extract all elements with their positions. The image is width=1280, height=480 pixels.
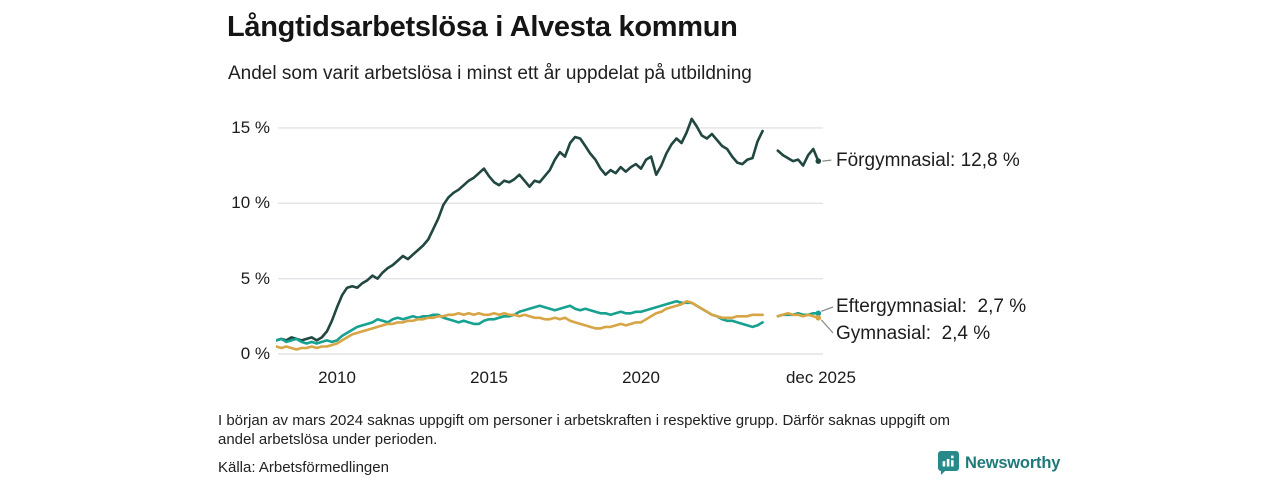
series-end-dot-forgymnasial bbox=[815, 158, 822, 164]
footnote: I början av mars 2024 saknas uppgift om … bbox=[218, 411, 1068, 449]
label-leader-line bbox=[820, 319, 834, 334]
footnote-line2: andel arbetslösa under perioden. bbox=[218, 431, 438, 448]
source-line: Källa: Arbetsförmedlingen bbox=[218, 459, 389, 476]
page-subtitle: Andel som varit arbetslösa i minst ett å… bbox=[228, 63, 752, 84]
series-line-gymnasial bbox=[776, 312, 820, 320]
label-leader-line bbox=[822, 159, 832, 162]
series-line-forgymnasial bbox=[776, 147, 820, 167]
newsworthy-logo-icon bbox=[938, 451, 959, 475]
x-tick-label: 2020 bbox=[622, 368, 660, 387]
y-tick-label: 10 % bbox=[231, 193, 270, 213]
series-line-gymnasial bbox=[276, 300, 764, 351]
newsworthy-logo-text: Newsworthy bbox=[965, 453, 1061, 472]
page-title: Långtidsarbetslösa i Alvesta kommun bbox=[227, 11, 738, 43]
series-end-dot-eftergymnasial bbox=[815, 310, 822, 317]
label-leader-line bbox=[821, 306, 834, 312]
x-tick-label: 2010 bbox=[318, 368, 356, 387]
series-end-label-eftergymnasial: Eftergymnasial: 2,7 % bbox=[836, 296, 1027, 317]
line-chart bbox=[276, 117, 834, 355]
footnote-line1: I början av mars 2024 saknas uppgift om … bbox=[218, 412, 951, 429]
y-tick-label: 5 % bbox=[240, 268, 270, 288]
series-line-forgymnasial bbox=[276, 117, 764, 342]
x-tick-label: 2015 bbox=[470, 368, 508, 387]
series-end-label-forgymnasial: Förgymnasial: 12,8 % bbox=[836, 150, 1020, 171]
y-tick-label: 15 % bbox=[231, 117, 270, 137]
newsworthy-logo: Newsworthy bbox=[938, 451, 1064, 475]
y-tick-label: 0 % bbox=[240, 344, 270, 363]
series-end-label-gymnasial: Gymnasial: 2,4 % bbox=[836, 323, 991, 344]
series-end-dot-gymnasial bbox=[815, 315, 822, 321]
x-tick-label: dec 2025 bbox=[785, 368, 856, 387]
